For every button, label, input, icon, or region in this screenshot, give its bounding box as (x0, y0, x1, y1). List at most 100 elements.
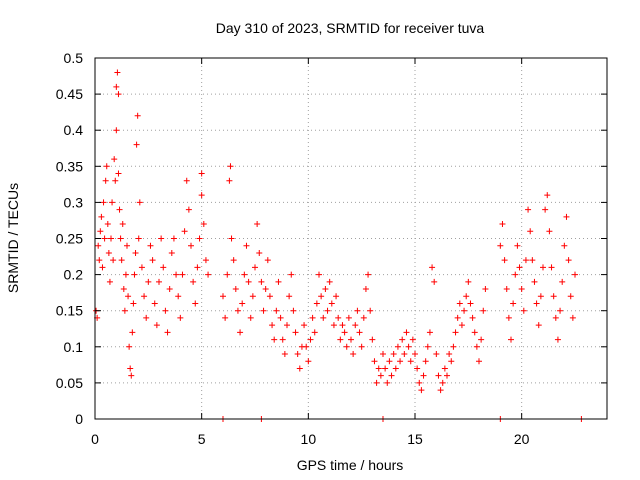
data-point (559, 278, 566, 285)
data-point (99, 264, 106, 271)
data-point (105, 249, 112, 256)
data-point (403, 329, 410, 336)
data-point (508, 336, 514, 343)
data-point (232, 286, 239, 293)
data-point (127, 365, 134, 372)
y-tick-label: 0 (75, 411, 83, 427)
data-point (273, 307, 280, 314)
data-point (115, 91, 122, 98)
data-point (565, 257, 572, 264)
data-point (525, 206, 532, 213)
data-point (122, 271, 129, 278)
data-point (343, 343, 350, 350)
data-point (326, 278, 333, 285)
data-point (426, 329, 433, 336)
data-point (416, 379, 423, 386)
data-point (356, 329, 363, 336)
data-point (531, 278, 538, 285)
data-point (143, 314, 150, 321)
data-point (220, 293, 226, 300)
data-point (456, 300, 463, 307)
data-point (162, 307, 169, 314)
data-point (461, 307, 468, 314)
data-point (431, 278, 438, 285)
data-point (407, 358, 414, 365)
data-point (497, 242, 504, 249)
data-point (179, 271, 186, 278)
data-point (124, 242, 130, 249)
data-point (303, 343, 310, 350)
data-point (125, 293, 132, 300)
data-point (134, 112, 141, 119)
data-point (256, 249, 263, 256)
data-point (540, 264, 546, 271)
data-point (510, 300, 517, 307)
data-point (375, 365, 382, 372)
data-point (420, 372, 427, 379)
data-point (352, 322, 359, 329)
data-point (241, 271, 248, 278)
data-point (567, 293, 574, 300)
data-point (95, 242, 102, 249)
data-point (365, 271, 372, 278)
data-point (230, 257, 237, 264)
data-point (119, 221, 126, 228)
data-point (373, 379, 380, 386)
y-tick-label: 0.25 (56, 231, 83, 247)
data-point (350, 351, 357, 358)
data-point (153, 322, 160, 329)
data-point (569, 314, 576, 321)
tick-labels: 0 0.05 0.1 0.15 0.2 0.25 0.3 0.35 0.4 0.45 0.5 0 5 10… (56, 50, 530, 447)
data-point (563, 213, 570, 220)
data-point (397, 358, 404, 365)
data-point (341, 329, 348, 336)
data-point (120, 286, 127, 293)
data-point (512, 271, 519, 278)
data-point (292, 329, 299, 336)
y-tick-label: 0.5 (64, 50, 84, 66)
data-point (177, 314, 184, 321)
chart-title: Day 310 of 2023, SRMTID for receiver tuv… (216, 20, 485, 36)
y-tick-label: 0.1 (64, 339, 84, 355)
data-point (260, 307, 267, 314)
data-point (245, 278, 252, 285)
data-point (433, 351, 440, 358)
data-point (156, 278, 162, 285)
data-point (173, 271, 180, 278)
data-point (554, 336, 561, 343)
data-point (288, 271, 295, 278)
data-point (194, 264, 201, 271)
data-point (471, 329, 478, 336)
data-point (316, 271, 322, 278)
data-point (135, 235, 142, 242)
data-point (369, 336, 376, 343)
data-point (183, 177, 190, 184)
data-point (552, 314, 559, 321)
data-point (335, 314, 342, 321)
data-point (224, 271, 231, 278)
data-point (572, 271, 578, 278)
data-point (450, 343, 457, 350)
data-point (198, 170, 205, 177)
data-point (377, 372, 384, 379)
data-point (501, 257, 508, 264)
data-point (132, 249, 139, 256)
data-point (188, 242, 194, 249)
data-point (544, 192, 551, 199)
data-point (243, 242, 250, 249)
data-point (114, 69, 121, 76)
data-point (452, 329, 459, 336)
data-point (394, 343, 401, 350)
data-point (446, 351, 453, 358)
data-point (345, 314, 352, 321)
data-point (294, 351, 301, 358)
data-point (252, 264, 258, 271)
data-point (384, 379, 391, 386)
data-point (561, 242, 568, 249)
data-point (439, 379, 446, 386)
data-point (516, 264, 523, 271)
data-point (414, 365, 421, 372)
data-point (339, 322, 346, 329)
axis-ticks (94, 57, 607, 420)
x-tick-label: 10 (301, 431, 317, 447)
